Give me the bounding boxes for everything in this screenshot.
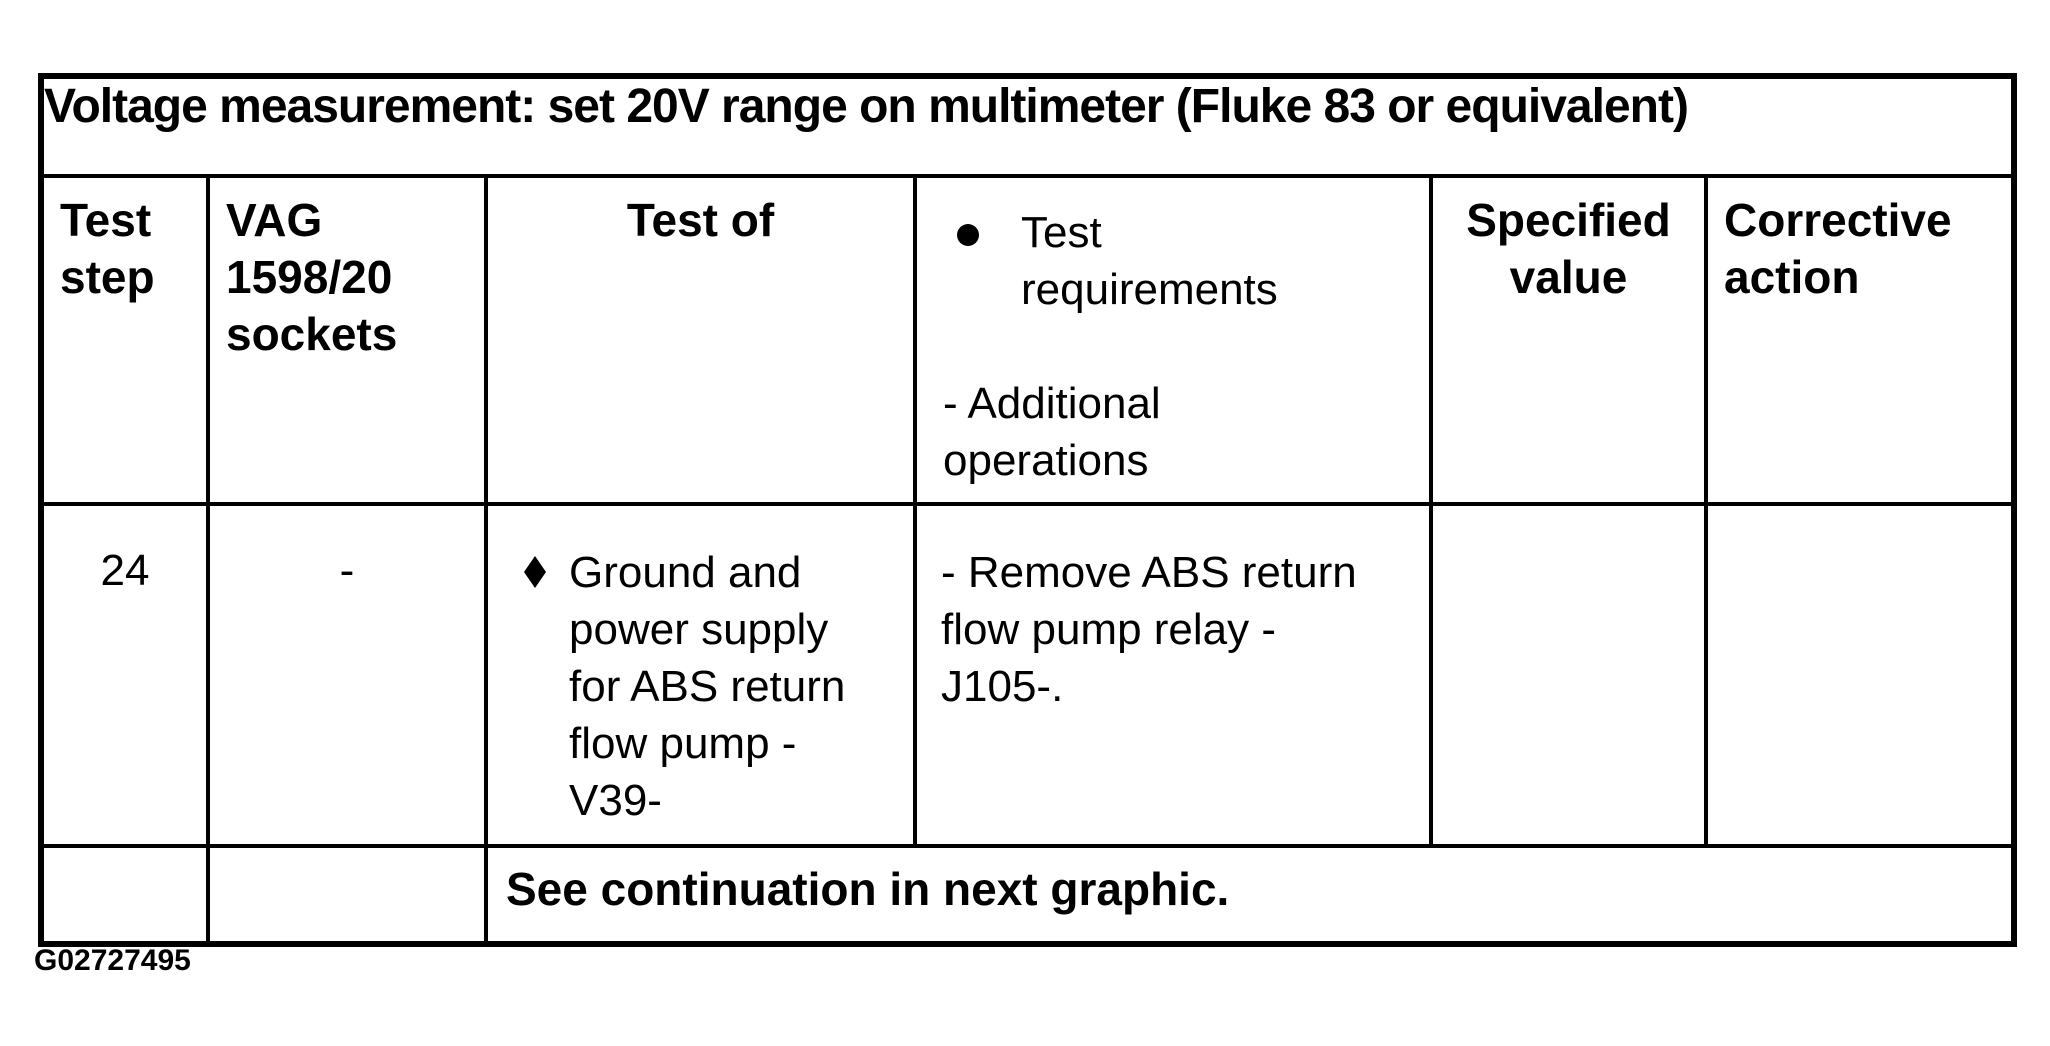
- continuation-cell: See continuation in next graphic.: [483, 844, 2017, 946]
- header-cell-specified-value: Specified value: [1429, 174, 1708, 506]
- header-corrective-action-label: Corrective action: [1724, 194, 1952, 303]
- cell-specified-value: [1429, 502, 1708, 848]
- voltage-measurement-table: Voltage measurement: set 20V range on mu…: [38, 73, 2018, 947]
- table-title: Voltage measurement: set 20V range on mu…: [38, 74, 2017, 178]
- header-cell-test-of: Test of: [484, 174, 917, 506]
- test-step-value: 24: [100, 546, 150, 595]
- header-sockets-label: VAG 1598/20 sockets: [226, 194, 398, 360]
- cell-corrective-action: [1703, 502, 2017, 848]
- header-additional-operations-label: - Additional operations: [943, 379, 1161, 485]
- table-continuation-row: See continuation in next graphic.: [39, 844, 2017, 946]
- table-row-test-step-24: 24 - Ground and power supply for ABS ret…: [39, 502, 2017, 848]
- figure-id-label: G02727495: [34, 944, 191, 977]
- diamond-bullet-icon: [524, 556, 546, 588]
- bullet-dot-icon: [957, 224, 979, 246]
- header-cell-corrective-action: Corrective action: [1703, 174, 2017, 506]
- sockets-value: -: [339, 546, 355, 595]
- header-cell-requirements: Test requirements - Additional operation…: [913, 174, 1433, 506]
- table-title-row: Voltage measurement: set 20V range on mu…: [38, 74, 2017, 178]
- header-cell-test-step: Test step: [39, 174, 210, 506]
- header-requirements-label: Test requirements: [1021, 208, 1278, 314]
- test-of-value: Ground and power supply for ABS return f…: [569, 548, 846, 825]
- header-test-of-label: Test of: [626, 194, 775, 246]
- cell-sockets: -: [206, 502, 488, 848]
- continuation-empty-cell-1: [39, 844, 210, 946]
- continuation-note: See continuation in next graphic.: [506, 863, 1230, 915]
- cell-test-of: Ground and power supply for ABS return f…: [484, 502, 917, 848]
- table-header-row: Test step VAG 1598/20 sockets Test of Te…: [39, 174, 2017, 506]
- header-specified-value-label: Specified value: [1466, 194, 1671, 303]
- requirements-value: - Remove ABS return flow pump relay - J1…: [941, 548, 1357, 711]
- header-cell-sockets: VAG 1598/20 sockets: [206, 174, 488, 506]
- cell-test-step: 24: [39, 502, 210, 848]
- cell-requirements: - Remove ABS return flow pump relay - J1…: [913, 502, 1433, 848]
- header-requirements-bullet-item: Test requirements: [957, 204, 1427, 318]
- header-test-step-label: Test step: [60, 194, 155, 303]
- test-of-bullet-item: Ground and power supply for ABS return f…: [524, 544, 911, 829]
- continuation-empty-cell-2: [206, 844, 488, 946]
